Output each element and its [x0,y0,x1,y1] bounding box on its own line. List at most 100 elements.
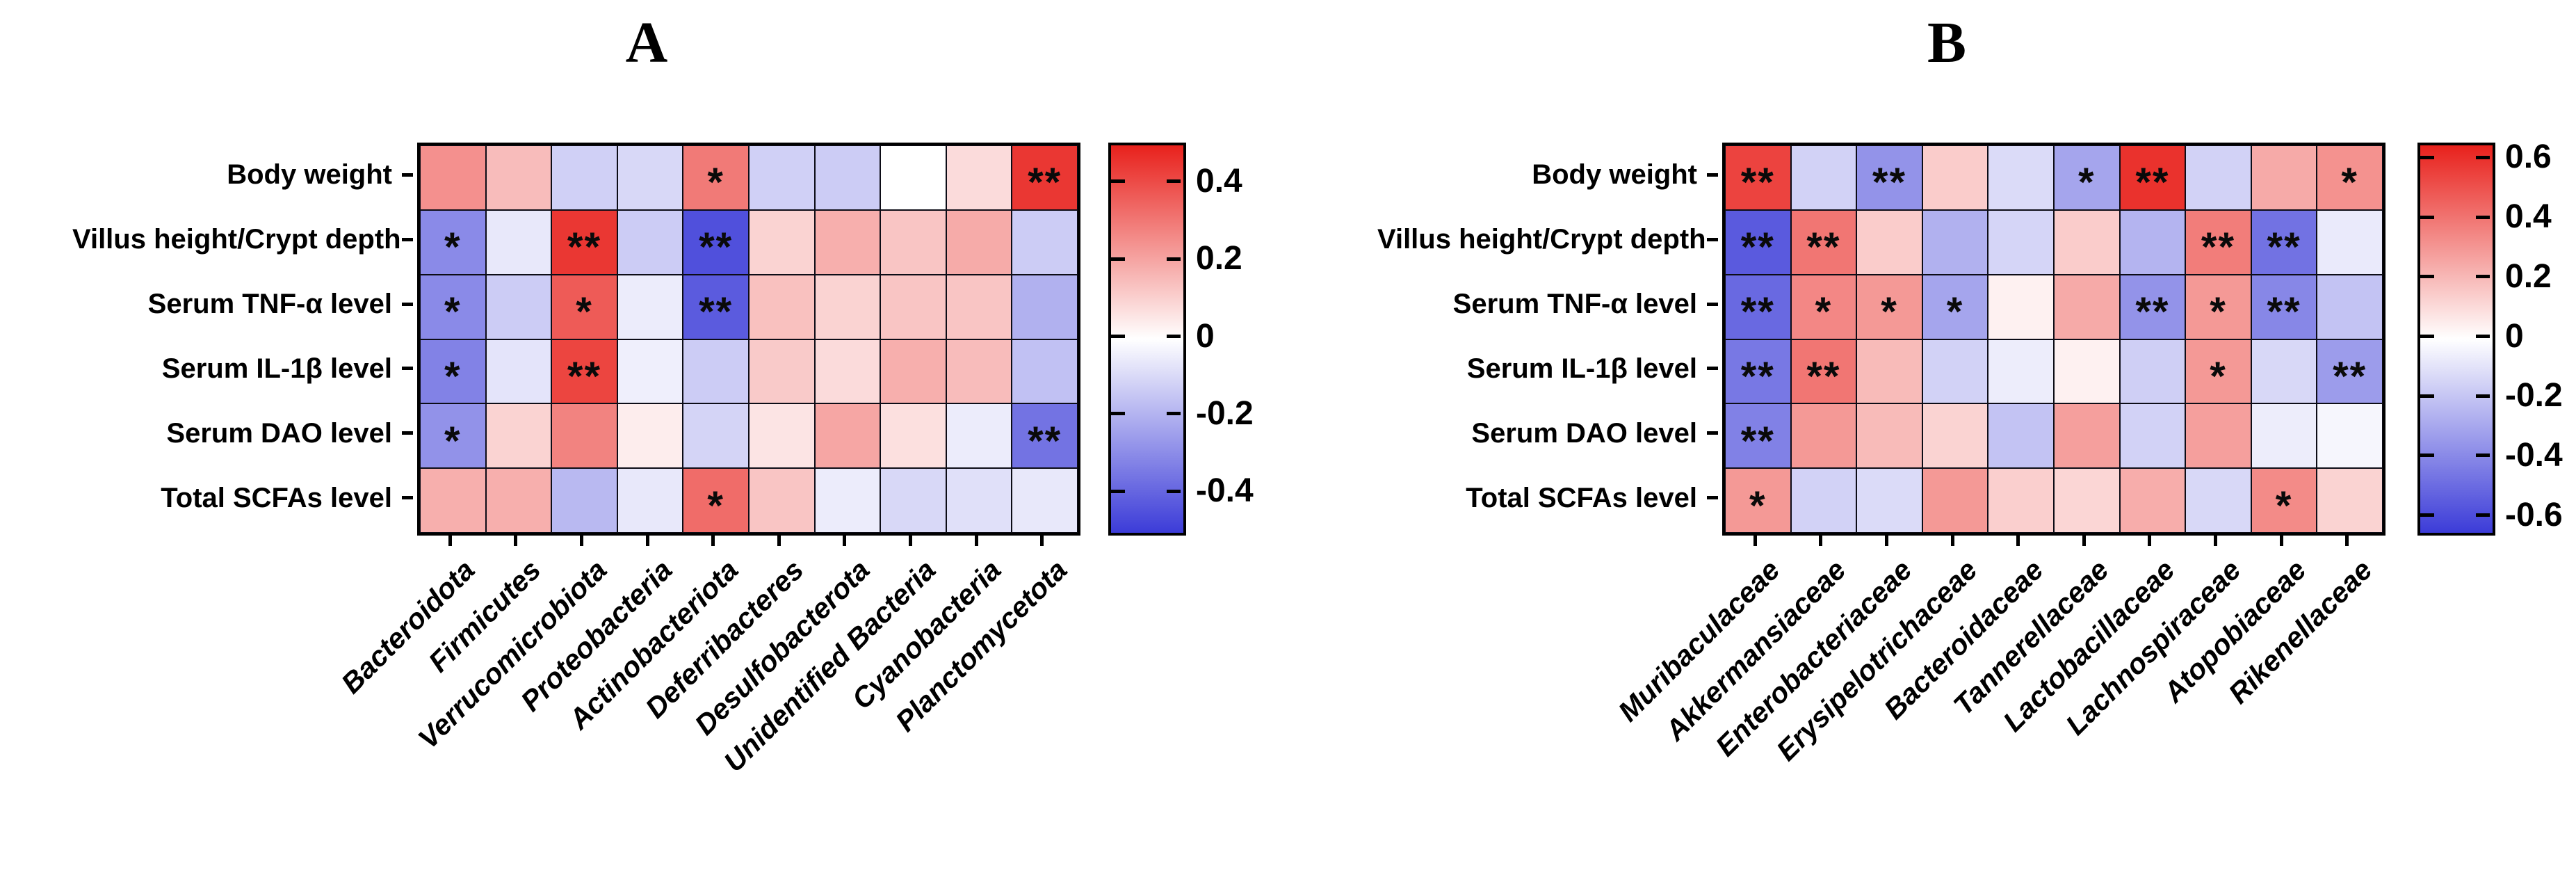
significance-marker: * [444,289,462,335]
heatmap-cell [485,274,552,339]
significance-marker: * [2210,289,2227,335]
heatmap-cell [814,274,881,339]
heatmap-cell: * [2185,274,2251,339]
colorbar-tick [2420,215,2434,219]
significance-marker: * [2275,483,2293,529]
colorbar-tick-label: 0.4 [2505,198,2552,236]
y-axis-tick [1707,172,1718,177]
heatmap-cell: * [420,274,486,339]
colorbar-tick-label: -0.6 [2505,496,2563,533]
panel-a-title: A [625,10,668,75]
panel-b-title: B [1927,10,1967,75]
significance-marker: * [444,418,462,464]
heatmap-cell: * [683,145,749,210]
significance-marker: ** [567,354,602,400]
heatmap-cell [485,468,552,533]
colorbar-tick [1111,179,1125,184]
significance-marker: * [444,225,462,271]
colorbar-tick [1167,489,1181,493]
heatmap-cell [2119,468,2186,533]
heatmap-cell [2317,468,2383,533]
heatmap-cell [617,468,683,533]
x-axis-tick [1950,533,1954,546]
heatmap-cell: * [551,274,617,339]
heatmap-cell: * [2317,145,2383,210]
significance-marker: ** [1806,354,1841,400]
heatmap-cell [946,403,1012,469]
significance-marker: * [2078,160,2096,206]
heatmap-cell [880,339,946,404]
heatmap-cell [617,274,683,339]
heatmap-cell [1922,339,1988,404]
figure-canvas: { "panel_titles": ["A", "B"], "chart_dat… [72,10,2563,778]
heatmap-cell: ** [1856,145,1922,210]
heatmap-cell: * [420,209,486,275]
heatmap-cell [551,403,617,469]
heatmap-cell: * [1922,274,1988,339]
y-axis-tick [402,431,413,435]
heatmap-cell [617,339,683,404]
heatmap-cell: ** [1790,209,1857,275]
heatmap-cell [814,145,881,210]
x-axis-tick [777,533,781,546]
heatmap-cell [485,403,552,469]
heatmap-cell [1856,339,1922,404]
y-axis-tick [402,172,413,177]
colorbar-tick [1111,489,1125,493]
significance-marker: * [1881,289,1898,335]
heatmap-cell: ** [2251,274,2317,339]
heatmap-cell [617,209,683,275]
heatmap-cell [880,145,946,210]
heatmap-cell [748,145,815,210]
x-axis-tick [2214,533,2217,546]
heatmap-cell [2053,468,2120,533]
heatmap-cell [814,403,881,469]
heatmap-cell [946,274,1012,339]
heatmap-cell: ** [1725,145,1791,210]
heatmap-cell [2251,145,2317,210]
colorbar-tick-label: 0.4 [1196,162,1242,200]
heatmap-cell [748,339,815,404]
x-axis-tick [1753,533,1757,546]
heatmap-cell [1012,274,1078,339]
x-axis-tick [2345,533,2349,546]
heatmap-cell [1922,468,1988,533]
heatmap-cell: * [1790,274,1857,339]
colorbar-gradient [1108,143,1186,536]
heatmap-cell [2317,209,2383,275]
heatmap-cell [2053,209,2120,275]
heatmap-cell [1988,403,2054,469]
row-label: Serum IL-1β level [161,353,392,384]
heatmap-cell [617,403,683,469]
heatmap-cell: ** [2119,145,2186,210]
heatmap-cell [1922,403,1988,469]
x-axis-tick [2082,533,2086,546]
heatmap-cell: ** [683,274,749,339]
significance-marker: * [1749,483,1767,529]
heatmap-cell: ** [1725,403,1791,469]
y-axis-tick [1707,237,1718,241]
heatmap-cell: * [2185,339,2251,404]
colorbar-tick [1167,335,1181,338]
heatmap-cell: ** [551,209,617,275]
significance-marker: ** [1740,418,1775,464]
row-label: Total SCFAs level [1466,482,1697,513]
significance-marker: * [2341,160,2358,206]
x-axis-tick [843,533,847,546]
colorbar-tick [2420,513,2434,517]
heatmap-cell [1012,468,1078,533]
heatmap-cell [1922,145,1988,210]
row-label: Serum TNF-α level [147,289,392,320]
significance-marker: ** [2135,289,2170,335]
significance-marker: ** [2267,289,2301,335]
heatmap-cell [1988,468,2054,533]
colorbar-tick [2420,394,2434,398]
heatmap-cell: ** [683,209,749,275]
heatmap-cell: * [1725,468,1791,533]
x-axis-tick [1885,533,1888,546]
heatmap-cell [880,468,946,533]
significance-marker: ** [699,225,734,271]
heatmap-cell [1012,209,1078,275]
heatmap-grid: * ** * ** ** * * ** * ** * ** * [417,143,1080,536]
heatmap-cell: * [2053,145,2120,210]
